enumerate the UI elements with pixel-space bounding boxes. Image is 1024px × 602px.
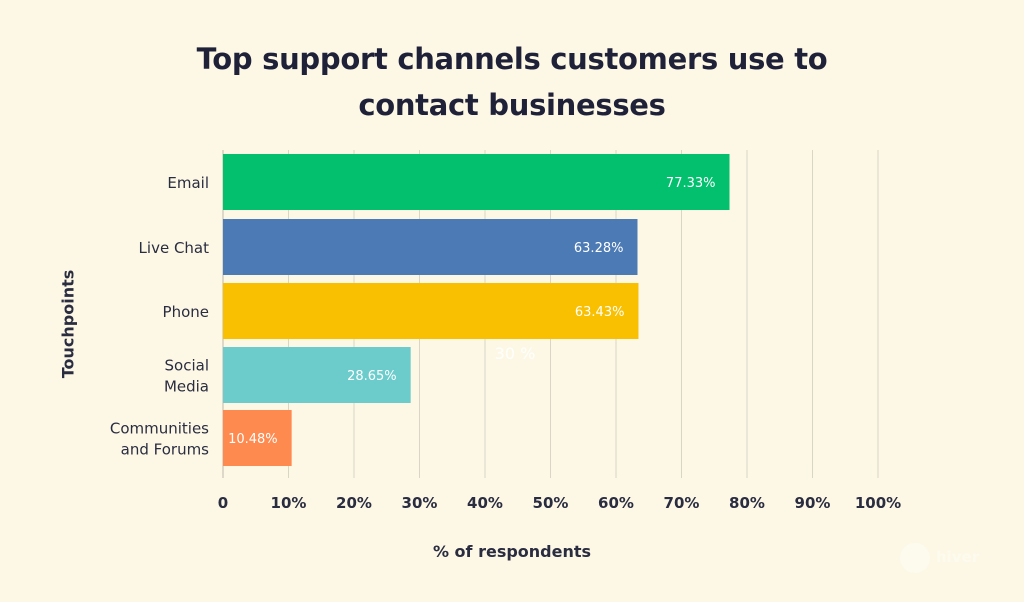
x-tick-label: 0 bbox=[218, 494, 228, 512]
category-label: Media bbox=[164, 378, 209, 396]
x-tick-label: 80% bbox=[729, 494, 765, 512]
category-label: and Forums bbox=[121, 441, 210, 459]
x-tick-label: 60% bbox=[598, 494, 634, 512]
watermark-text: hiver bbox=[936, 548, 980, 566]
category-label: Live Chat bbox=[139, 239, 210, 257]
bar-value-label: 77.33% bbox=[666, 176, 716, 191]
chart-title-line-1: Top support channels customers use to bbox=[196, 42, 828, 76]
bar bbox=[223, 154, 730, 210]
bar bbox=[223, 283, 639, 339]
x-tick-label: 10% bbox=[271, 494, 307, 512]
category-label: Phone bbox=[163, 303, 209, 321]
bar-value-label: 63.28% bbox=[574, 241, 624, 256]
category-label: Social bbox=[165, 357, 209, 375]
bar bbox=[223, 410, 292, 466]
chart-title-line-2: contact businesses bbox=[358, 88, 666, 122]
bar-value-label: 63.43% bbox=[575, 305, 625, 320]
category-label: Email bbox=[167, 174, 209, 192]
annotation-label: 30 % bbox=[495, 344, 536, 363]
bar-value-label: 10.48% bbox=[228, 432, 278, 447]
x-tick-label: 50% bbox=[533, 494, 569, 512]
category-label: Communities bbox=[110, 420, 209, 438]
x-tick-label: 30% bbox=[402, 494, 438, 512]
y-axis-label: Touchpoints bbox=[58, 269, 78, 379]
x-tick-label: 90% bbox=[795, 494, 831, 512]
x-axis-label: % of respondents bbox=[432, 542, 592, 561]
x-tick-label: 70% bbox=[664, 494, 700, 512]
bar bbox=[223, 219, 638, 275]
x-tick-label: 20% bbox=[336, 494, 372, 512]
x-tick-label: 100% bbox=[855, 494, 901, 512]
x-tick-label: 40% bbox=[467, 494, 503, 512]
bar bbox=[223, 347, 411, 403]
hiver-watermark: hiver bbox=[900, 543, 1010, 573]
bar-value-label: 28.65% bbox=[347, 369, 397, 384]
hiver-logo-icon bbox=[900, 543, 930, 573]
